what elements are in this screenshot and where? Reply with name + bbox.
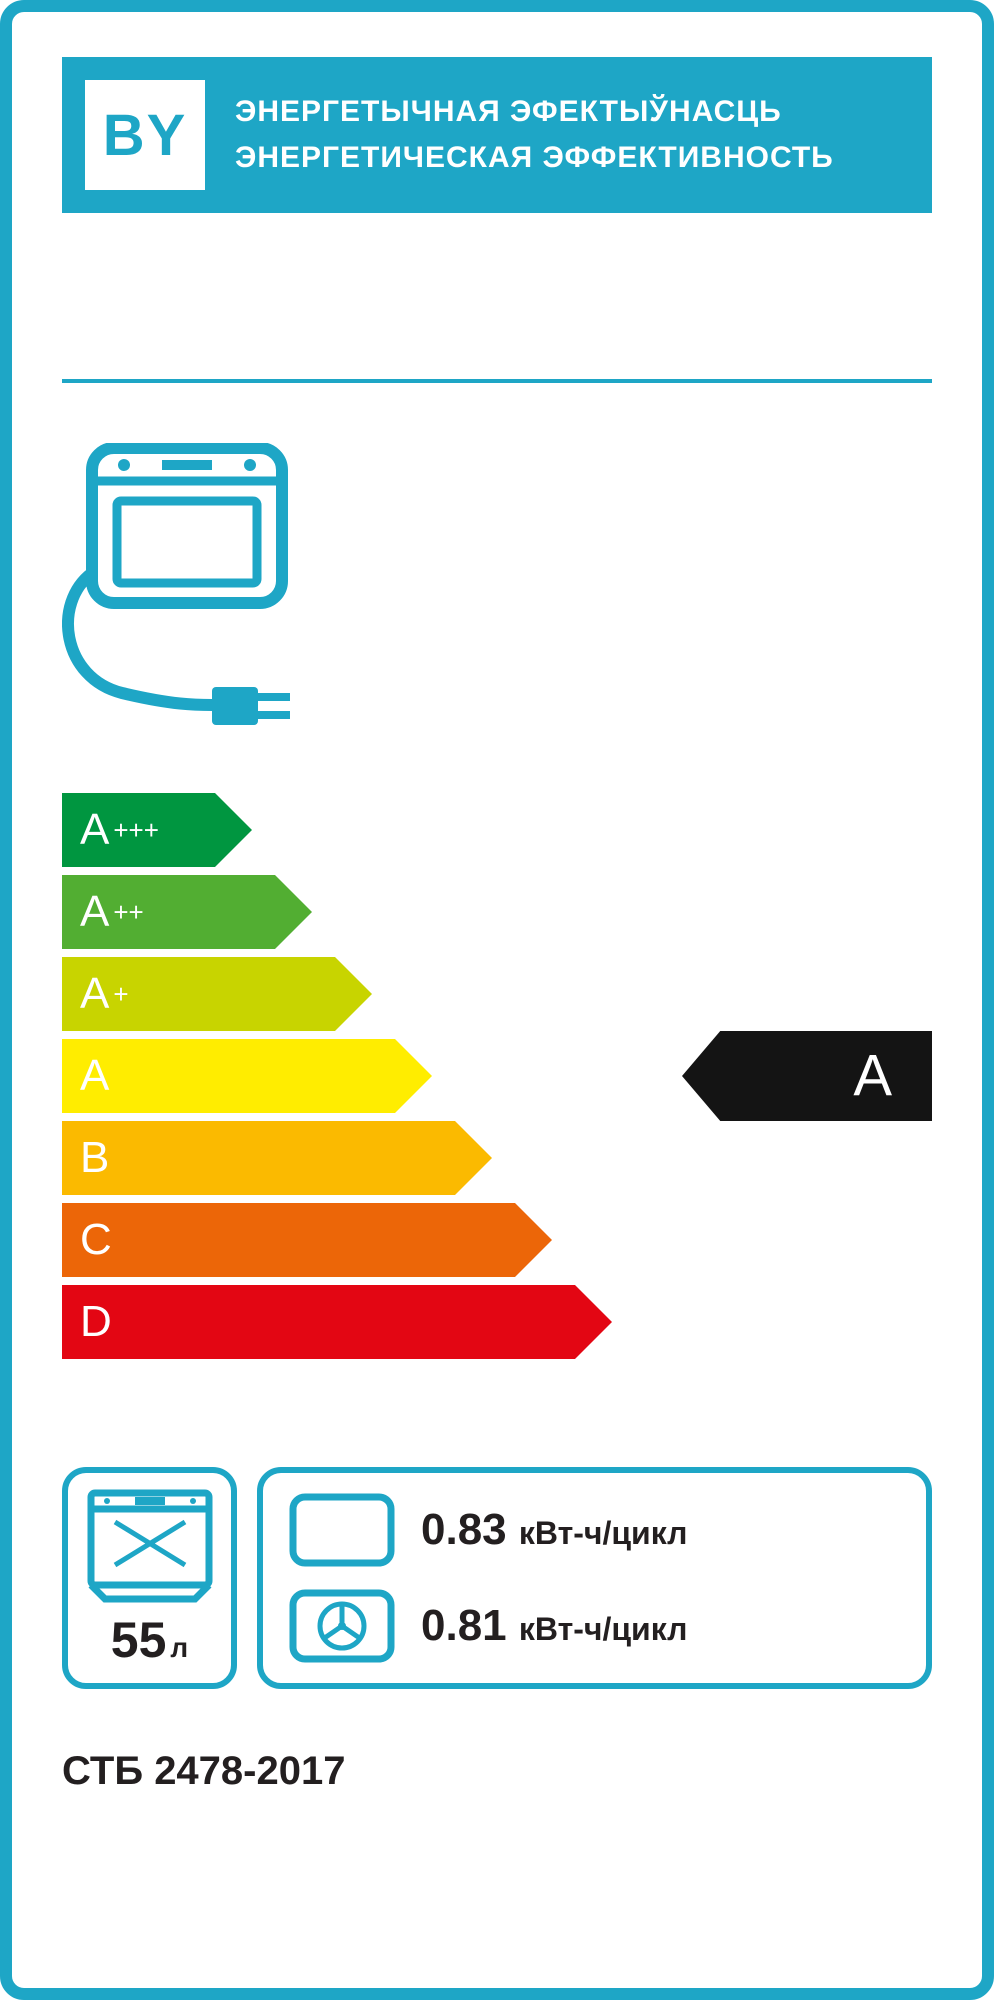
oven-plug-icon bbox=[62, 443, 932, 743]
fan-unit: кВт-ч/цикл bbox=[519, 1611, 688, 1647]
fan-heating-icon bbox=[287, 1587, 397, 1665]
rating-bar-label: B bbox=[80, 1121, 109, 1195]
energy-label: BY ЭНЕРГЕТЫЧНАЯ ЭФЕКТЫЎНАСЦЬ ЭНЕРГЕТИЧЕС… bbox=[0, 0, 994, 2000]
model-area bbox=[62, 233, 932, 383]
rating-row: A+ bbox=[62, 957, 932, 1031]
rating-scale: A+++A++A+AABCD bbox=[62, 793, 932, 1367]
rating-bar-label: C bbox=[80, 1203, 112, 1277]
rating-bar-label: A+ bbox=[80, 957, 129, 1031]
rating-row: D bbox=[62, 1285, 932, 1359]
capacity-number: 55 bbox=[111, 1612, 167, 1668]
header-title: ЭНЕРГЕТЫЧНАЯ ЭФЕКТЫЎНАСЦЬ ЭНЕРГЕТИЧЕСКАЯ… bbox=[235, 89, 909, 182]
country-code-box: BY bbox=[85, 80, 205, 190]
standard-reference: СТБ 2478-2017 bbox=[62, 1749, 932, 1794]
header: BY ЭНЕРГЕТЫЧНАЯ ЭФЕКТЫЎНАСЦЬ ЭНЕРГЕТИЧЕС… bbox=[62, 57, 932, 213]
rating-bar-label: D bbox=[80, 1285, 112, 1359]
header-title-line1: ЭНЕРГЕТЫЧНАЯ ЭФЕКТЫЎНАСЦЬ bbox=[235, 89, 909, 136]
country-code: BY bbox=[103, 102, 188, 169]
oven-capacity-icon bbox=[85, 1487, 215, 1607]
conventional-unit: кВт-ч/цикл bbox=[519, 1515, 688, 1551]
header-title-line2: ЭНЕРГЕТИЧЕСКАЯ ЭФФЕКТИВНОСТЬ bbox=[235, 135, 909, 182]
consumption-box: 0.83 кВт-ч/цикл 0.81 кВт-ч/цикл bbox=[257, 1467, 932, 1689]
rating-row: AA bbox=[62, 1039, 932, 1113]
rating-bar-label: A++ bbox=[80, 875, 144, 949]
rating-indicator-class: A bbox=[853, 1043, 892, 1110]
rating-indicator: A bbox=[682, 1031, 932, 1121]
rating-bar-label: A bbox=[80, 1039, 109, 1113]
conventional-value: 0.83 кВт-ч/цикл bbox=[421, 1505, 687, 1555]
capacity-box: 55л bbox=[62, 1467, 237, 1689]
conventional-number: 0.83 bbox=[421, 1505, 507, 1554]
bottom-row: 55л 0.83 кВт-ч/цикл bbox=[62, 1467, 932, 1689]
rating-row: A++ bbox=[62, 875, 932, 949]
fan-number: 0.81 bbox=[421, 1601, 507, 1650]
fan-value: 0.81 кВт-ч/цикл bbox=[421, 1601, 687, 1651]
capacity-value: 55л bbox=[111, 1611, 188, 1669]
fan-row: 0.81 кВт-ч/цикл bbox=[287, 1587, 902, 1665]
rating-bar-label: A+++ bbox=[80, 793, 159, 867]
rating-row: C bbox=[62, 1203, 932, 1277]
rating-row: B bbox=[62, 1121, 932, 1195]
conventional-row: 0.83 кВт-ч/цикл bbox=[287, 1491, 902, 1569]
rating-row: A+++ bbox=[62, 793, 932, 867]
capacity-unit: л bbox=[170, 1632, 188, 1663]
conventional-heating-icon bbox=[287, 1491, 397, 1569]
